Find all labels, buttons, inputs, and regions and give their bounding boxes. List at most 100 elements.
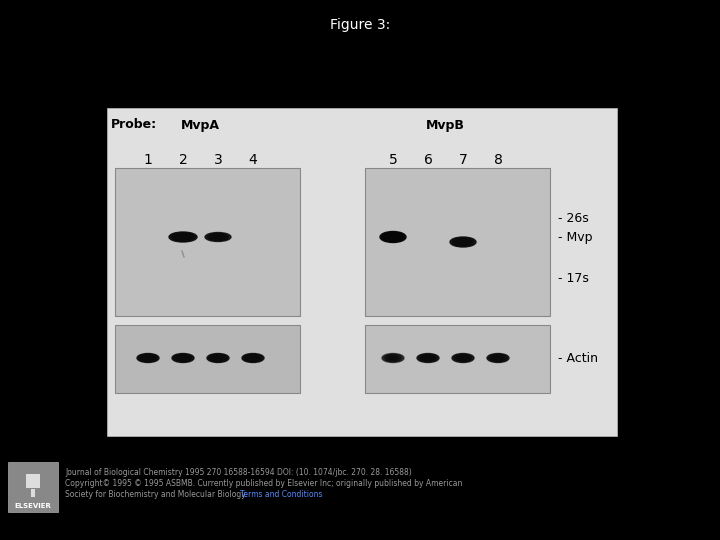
Bar (115, 325, 300, 393)
Ellipse shape (454, 239, 472, 245)
Ellipse shape (169, 232, 197, 242)
Bar (26, 474, 40, 478)
Ellipse shape (450, 237, 476, 247)
Ellipse shape (452, 354, 474, 362)
Ellipse shape (216, 237, 220, 238)
Text: Terms and Conditions: Terms and Conditions (240, 490, 323, 499)
Text: 6: 6 (423, 153, 433, 167)
Text: 7: 7 (459, 153, 467, 167)
Ellipse shape (452, 238, 474, 246)
Ellipse shape (216, 357, 220, 359)
Ellipse shape (179, 356, 186, 360)
Ellipse shape (456, 240, 469, 245)
Ellipse shape (171, 233, 194, 241)
Ellipse shape (174, 354, 192, 362)
Bar (115, 168, 300, 316)
Ellipse shape (179, 235, 188, 239)
Ellipse shape (205, 233, 231, 241)
Text: Probe:: Probe: (111, 118, 157, 132)
Ellipse shape (172, 354, 194, 362)
Ellipse shape (423, 356, 433, 360)
Bar (365, 325, 550, 393)
Text: - 17s: - 17s (558, 272, 589, 285)
Ellipse shape (426, 357, 430, 359)
Bar (365, 168, 550, 316)
Text: 2: 2 (179, 153, 187, 167)
Ellipse shape (211, 355, 225, 361)
Ellipse shape (456, 355, 470, 361)
Ellipse shape (382, 232, 404, 241)
Text: - 26s: - 26s (558, 212, 589, 225)
Ellipse shape (214, 235, 222, 239)
Ellipse shape (457, 356, 469, 360)
Ellipse shape (417, 354, 439, 362)
Bar (31, 489, 35, 497)
Bar (26, 478, 40, 483)
Ellipse shape (137, 354, 159, 362)
Text: Journal of Biological Chemistry 1995 270 16588-16594 DOI: (10. 1074/jbc. 270. 28: Journal of Biological Chemistry 1995 270… (65, 468, 412, 477)
Ellipse shape (496, 357, 500, 359)
Ellipse shape (246, 355, 261, 361)
Ellipse shape (249, 356, 256, 360)
Ellipse shape (212, 356, 223, 360)
Ellipse shape (210, 234, 227, 240)
Ellipse shape (178, 356, 189, 360)
Ellipse shape (419, 354, 437, 362)
Ellipse shape (207, 233, 229, 241)
Text: - Actin: - Actin (558, 352, 598, 365)
Ellipse shape (242, 354, 264, 362)
Ellipse shape (495, 356, 502, 360)
Text: 1: 1 (143, 153, 153, 167)
Ellipse shape (209, 354, 228, 362)
Text: Society for Biochemistry and Molecular Biology.: Society for Biochemistry and Molecular B… (65, 490, 247, 499)
Ellipse shape (139, 354, 157, 362)
Ellipse shape (212, 235, 225, 239)
Ellipse shape (459, 356, 467, 360)
Ellipse shape (380, 232, 406, 242)
Ellipse shape (384, 354, 402, 362)
Ellipse shape (492, 356, 503, 360)
Ellipse shape (248, 356, 258, 360)
Text: Figure 3:: Figure 3: (330, 18, 390, 32)
Ellipse shape (462, 357, 465, 359)
Ellipse shape (181, 236, 185, 238)
Ellipse shape (461, 241, 465, 243)
Ellipse shape (382, 354, 404, 362)
Ellipse shape (459, 240, 467, 244)
Text: ELSEVIER: ELSEVIER (14, 503, 51, 509)
Bar (26, 482, 40, 488)
Ellipse shape (487, 354, 509, 362)
Text: 5: 5 (389, 153, 397, 167)
Ellipse shape (386, 355, 400, 361)
Ellipse shape (140, 355, 156, 361)
Ellipse shape (489, 354, 507, 362)
Ellipse shape (490, 355, 505, 361)
Ellipse shape (207, 354, 229, 362)
Ellipse shape (174, 234, 192, 240)
Bar (107, 108, 617, 436)
Text: - Mvp: - Mvp (558, 231, 593, 244)
Ellipse shape (143, 356, 153, 360)
Ellipse shape (176, 234, 190, 240)
Ellipse shape (176, 355, 190, 361)
Text: 4: 4 (248, 153, 257, 167)
Text: 8: 8 (494, 153, 503, 167)
Text: MvpA: MvpA (181, 118, 220, 132)
Ellipse shape (389, 235, 397, 239)
Ellipse shape (390, 356, 397, 360)
Ellipse shape (391, 236, 395, 238)
Text: MvpB: MvpB (426, 118, 465, 132)
Ellipse shape (420, 355, 436, 361)
Ellipse shape (181, 357, 185, 359)
Ellipse shape (387, 234, 400, 240)
Ellipse shape (391, 357, 395, 359)
Ellipse shape (215, 356, 222, 360)
Ellipse shape (384, 233, 402, 241)
Ellipse shape (244, 354, 262, 362)
Bar (8, 462, 58, 512)
Ellipse shape (387, 356, 398, 360)
Ellipse shape (146, 357, 150, 359)
Ellipse shape (251, 357, 255, 359)
Text: 3: 3 (214, 153, 222, 167)
Ellipse shape (454, 354, 472, 362)
